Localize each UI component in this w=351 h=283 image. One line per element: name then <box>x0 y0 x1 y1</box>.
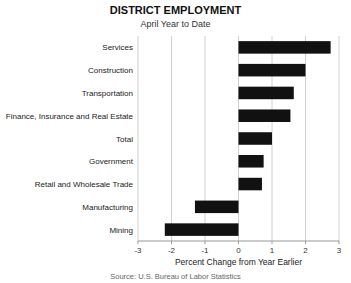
category-label: Manufacturing <box>82 203 133 212</box>
tick-label: -3 <box>134 246 142 255</box>
bar <box>239 132 273 145</box>
tick-label: -2 <box>168 246 176 255</box>
category-label: Finance, Insurance and Real Estate <box>6 112 134 121</box>
bar <box>239 87 294 100</box>
tick-label: -1 <box>201 246 209 255</box>
title: DISTRICT EMPLOYMENT <box>110 4 242 16</box>
category-label: Government <box>89 157 134 166</box>
grid-line <box>339 36 340 241</box>
x-axis-label: Percent Change from Year Earlier <box>175 257 302 267</box>
bar <box>195 201 239 214</box>
x-axis-line <box>138 241 339 242</box>
tick-label: 3 <box>337 246 342 255</box>
tick-label: 0 <box>236 246 241 255</box>
bar <box>165 223 239 236</box>
grid-line <box>138 36 139 241</box>
bars <box>165 41 331 236</box>
source-note: Source: U.S. Bureau of Labor Statistics <box>110 272 241 281</box>
category-labels: Mining Manufacturing Retail and Wholesale … <box>6 43 134 234</box>
category-label: Retail and Wholesale Trade <box>35 180 134 189</box>
bar <box>239 155 264 168</box>
bar <box>239 109 291 122</box>
category-label: Total <box>116 135 133 144</box>
category-label: Mining <box>109 226 133 235</box>
subtitle: April Year to Date <box>140 19 210 29</box>
chart: DISTRICT EMPLOYMENT April Year to Date Sou… <box>0 0 351 283</box>
bar <box>239 64 306 77</box>
category-label: Services <box>102 43 133 52</box>
tick-label: 2 <box>303 246 308 255</box>
category-label: Transportation <box>82 89 133 98</box>
bar <box>239 41 331 54</box>
bar <box>239 178 262 191</box>
tick-label: 1 <box>270 246 275 255</box>
category-label: Construction <box>88 66 133 75</box>
x-grid: -3 -2 -1 0 1 2 3 <box>134 36 341 255</box>
grid-line <box>171 36 172 241</box>
